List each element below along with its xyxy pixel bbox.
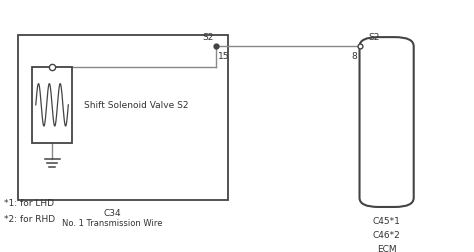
Text: No. 1 Transmission Wire: No. 1 Transmission Wire <box>62 218 163 228</box>
Text: ECM: ECM <box>377 244 396 252</box>
Text: S2: S2 <box>368 33 379 41</box>
Text: 15: 15 <box>218 52 229 61</box>
Text: Shift Solenoid Valve S2: Shift Solenoid Valve S2 <box>84 101 188 110</box>
Text: C46*2: C46*2 <box>373 230 401 239</box>
Bar <box>32 68 72 143</box>
Text: *1: for LHD: *1: for LHD <box>4 198 54 207</box>
Bar <box>18 36 228 200</box>
FancyBboxPatch shape <box>359 38 414 207</box>
Text: S2: S2 <box>202 33 213 41</box>
Text: 8: 8 <box>351 52 357 61</box>
Text: *2: for RHD: *2: for RHD <box>4 214 55 223</box>
Text: C34: C34 <box>103 208 121 217</box>
Text: C45*1: C45*1 <box>373 216 401 225</box>
